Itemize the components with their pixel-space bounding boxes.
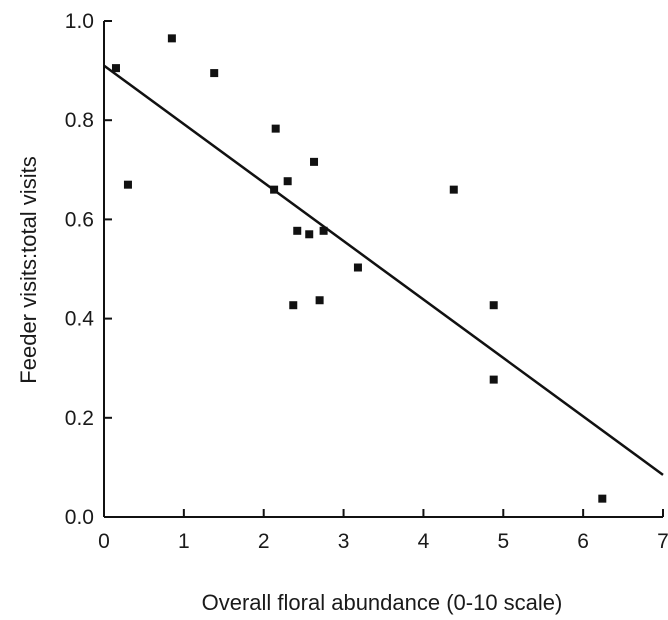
x-axis-title: Overall floral abundance (0-10 scale) bbox=[202, 590, 563, 615]
data-point bbox=[598, 494, 607, 503]
axes bbox=[103, 21, 663, 518]
data-point bbox=[353, 263, 362, 272]
data-point bbox=[123, 180, 132, 189]
data-point bbox=[315, 296, 324, 305]
y-tick-label: 0.8 bbox=[65, 109, 94, 132]
x-tick-label: 1 bbox=[178, 530, 190, 553]
x-tick-label: 4 bbox=[418, 530, 430, 553]
data-point bbox=[167, 34, 176, 43]
data-point bbox=[293, 226, 302, 235]
data-point bbox=[489, 301, 498, 310]
y-axis-title: Feeder visits:total visits bbox=[16, 156, 41, 383]
trendline-group bbox=[103, 64, 664, 476]
y-tick-label: 0.4 bbox=[65, 308, 95, 331]
data-point bbox=[489, 375, 498, 384]
data-points bbox=[111, 34, 607, 503]
x-tick-label: 5 bbox=[497, 530, 509, 553]
data-point bbox=[270, 185, 279, 194]
ticks: 0.0 0.2 0.4 0.6 0.8 1.0 0 1 2 3 4 5 6 7 bbox=[65, 10, 668, 553]
data-point bbox=[449, 185, 458, 194]
data-point bbox=[111, 64, 120, 73]
y-tick-label: 0.6 bbox=[65, 208, 94, 231]
data-point bbox=[289, 301, 298, 310]
x-tick-label: 3 bbox=[338, 530, 350, 553]
x-tick-label: 0 bbox=[98, 530, 110, 553]
data-point bbox=[283, 177, 292, 186]
data-point bbox=[271, 124, 280, 133]
data-point bbox=[305, 230, 314, 239]
data-point bbox=[319, 226, 328, 235]
y-tick-label: 0.2 bbox=[65, 407, 94, 430]
x-tick-label: 2 bbox=[258, 530, 270, 553]
x-tick-label: 7 bbox=[657, 530, 668, 553]
x-tick-label: 6 bbox=[577, 530, 589, 553]
data-point bbox=[310, 157, 319, 166]
data-point bbox=[210, 69, 219, 78]
trendline bbox=[103, 64, 664, 476]
y-tick-label: 0.0 bbox=[65, 506, 94, 529]
y-tick-label: 1.0 bbox=[65, 10, 94, 33]
